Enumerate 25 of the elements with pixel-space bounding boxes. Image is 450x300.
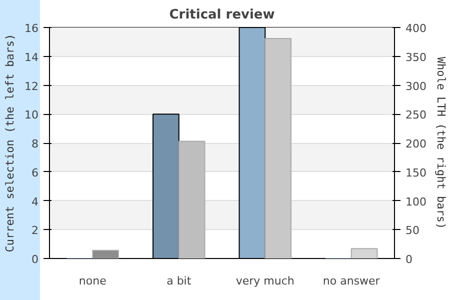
y2-tick-label: 350 bbox=[406, 50, 426, 64]
y-tick-label: 6 bbox=[32, 166, 38, 180]
y-tick-label: 4 bbox=[32, 195, 38, 208]
y-tick-label: 2 bbox=[32, 224, 38, 238]
y2-tick-label: 250 bbox=[406, 108, 426, 122]
y2-tick-label: 400 bbox=[406, 22, 426, 35]
y-tick-label: 14 bbox=[24, 50, 39, 64]
x-tick-label: very much bbox=[236, 274, 294, 288]
chart-title: Critical review bbox=[169, 8, 275, 22]
y2-tick-label: 200 bbox=[406, 138, 426, 150]
y2-tick-label: 100 bbox=[406, 195, 426, 208]
y2-axis-title: Whole LTH (the right bars) bbox=[434, 56, 448, 230]
y-tick-label: 16 bbox=[24, 22, 39, 35]
y2-tick-label: 300 bbox=[406, 80, 426, 93]
x-tick-label: none bbox=[78, 274, 107, 288]
x-tick-label: a bit bbox=[166, 274, 192, 288]
y-tick-label: 0 bbox=[32, 253, 38, 266]
y-axis-title: Current selection (the left bars) bbox=[4, 34, 17, 252]
x-tick-label: no answer bbox=[322, 274, 380, 288]
y-tick-label: 10 bbox=[24, 108, 39, 122]
y2-tick-label: 50 bbox=[406, 224, 420, 238]
y-tick-label: 8 bbox=[32, 138, 38, 150]
y2-tick-label: 0 bbox=[406, 253, 412, 266]
y-tick-label: 12 bbox=[24, 80, 39, 93]
y2-tick-label: 150 bbox=[406, 166, 426, 180]
